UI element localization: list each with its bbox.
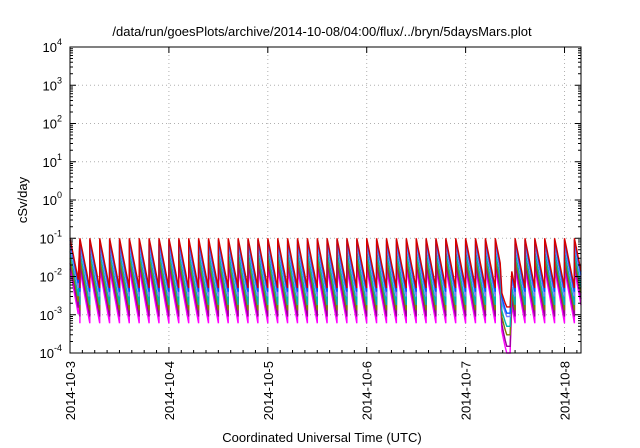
series-line [69,263,582,347]
x-tick-label: 2014-10-4 [162,361,177,420]
x-tick-label: 2014-10-6 [360,361,375,420]
x-axis-ticks: 2014-10-3 2014-10-4 2014-10-5 2014-10-6 2014… [63,47,578,420]
y-tick-label: 103 [43,75,62,93]
series-line [69,268,582,354]
y-tick-label: 10-1 [40,228,62,246]
series-line [69,244,582,318]
grid [70,47,581,353]
y-tick-label: 10-3 [40,305,62,323]
y-axis-ticks: 10-4 10-3 10-2 10-1 100 101 102 103 104 [40,37,581,361]
chart-title: /data/run/goesPlots/archive/2014-10-08/0… [112,24,532,39]
y-tick-label: 101 [43,152,62,170]
y-tick-label: 102 [43,114,62,132]
series-line [69,251,582,327]
y-tick-label: 10-4 [40,343,62,361]
y-tick-label: 10-2 [40,267,62,285]
y-tick-label: 100 [43,190,62,208]
x-axis-label: Coordinated Universal Time (UTC) [222,430,421,445]
x-tick-label: 2014-10-3 [63,361,78,420]
x-tick-label: 2014-10-8 [558,361,573,420]
y-axis-label: cSv/day [15,176,30,223]
y-tick-label: 104 [43,37,62,55]
series-line [69,238,582,308]
series-line [69,258,582,336]
x-tick-label: 2014-10-7 [459,361,474,420]
series-group [69,238,582,354]
x-tick-label: 2014-10-5 [261,361,276,420]
